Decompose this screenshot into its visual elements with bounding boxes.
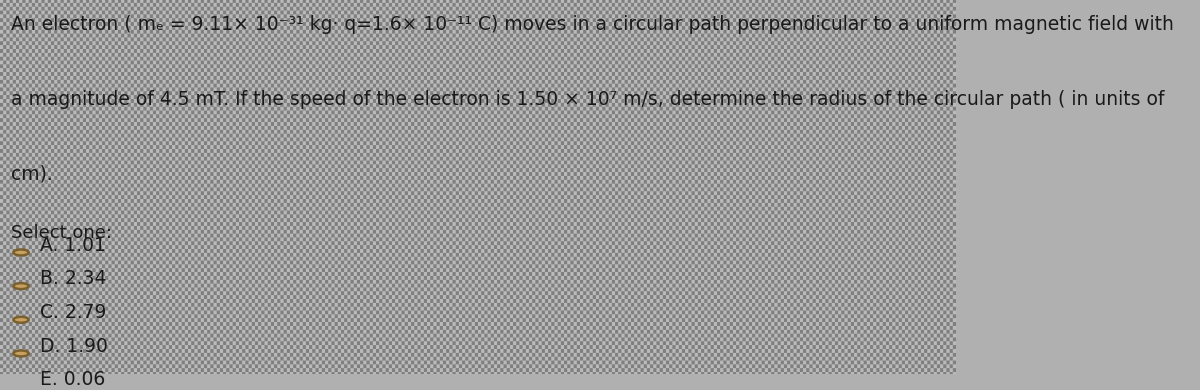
Text: A. 1.01: A. 1.01	[40, 236, 106, 255]
Text: Select one:: Select one:	[12, 224, 113, 243]
Circle shape	[13, 351, 29, 356]
Text: C. 2.79: C. 2.79	[40, 303, 107, 322]
Text: cm).: cm).	[12, 165, 53, 184]
Circle shape	[13, 384, 29, 390]
Circle shape	[13, 317, 29, 323]
Text: An electron ( mₑ = 9.11× 10⁻³¹ kg· q=1.6× 10⁻¹¹ C) moves in a circular path perp: An electron ( mₑ = 9.11× 10⁻³¹ kg· q=1.6…	[12, 15, 1175, 34]
Text: D. 1.90: D. 1.90	[40, 337, 108, 356]
Text: E. 0.06: E. 0.06	[40, 370, 106, 389]
Text: B. 2.34: B. 2.34	[40, 269, 107, 288]
Circle shape	[13, 250, 29, 255]
Circle shape	[13, 283, 29, 289]
Text: a magnitude of 4.5 mT. If the speed of the electron is 1.50 × 10⁷ m/s, determine: a magnitude of 4.5 mT. If the speed of t…	[12, 90, 1165, 109]
